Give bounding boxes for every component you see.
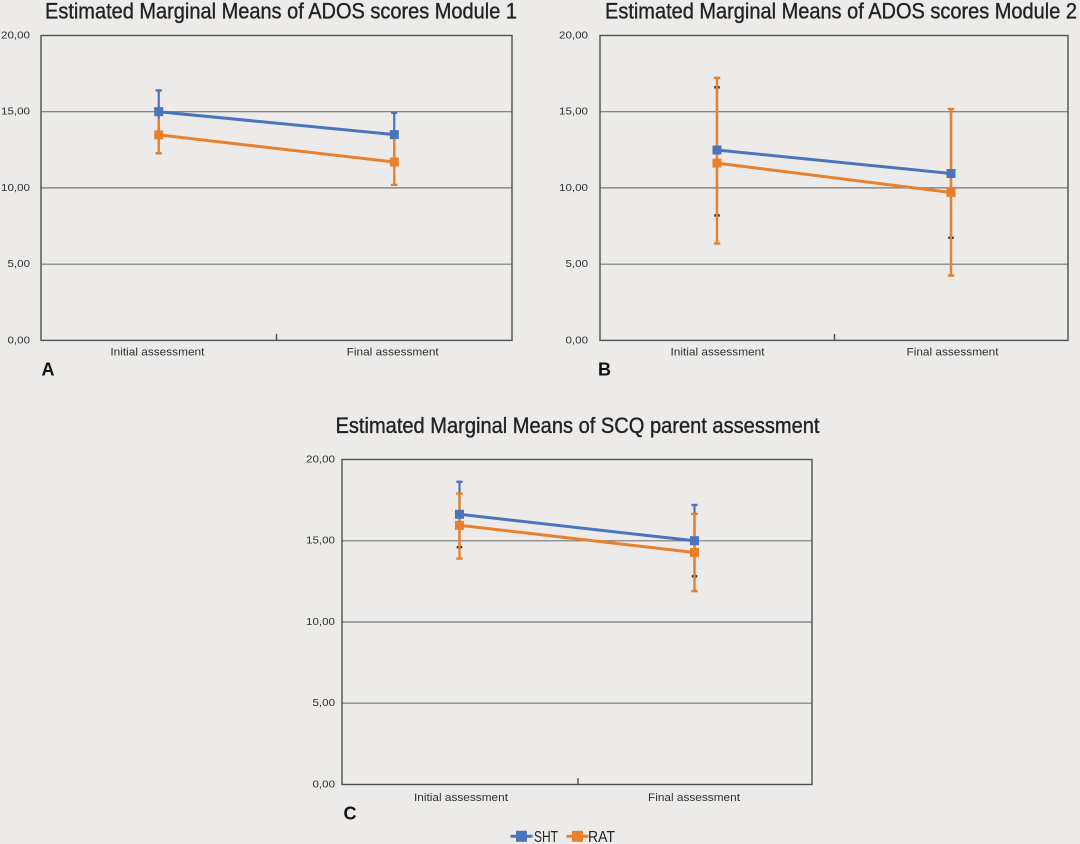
svg-text:Final assessment: Final assessment bbox=[648, 792, 740, 804]
svg-text:A: A bbox=[42, 360, 55, 380]
svg-text:Final assessment: Final assessment bbox=[347, 347, 439, 359]
svg-text:Initial assessment: Initial assessment bbox=[110, 347, 204, 359]
svg-text:Estimated Marginal Means of SC: Estimated Marginal Means of SCQ parent a… bbox=[336, 413, 820, 438]
svg-text:0,00: 0,00 bbox=[313, 778, 336, 790]
svg-text:15,00: 15,00 bbox=[306, 535, 335, 547]
svg-text:B: B bbox=[598, 360, 611, 380]
svg-text:SHT: SHT bbox=[534, 829, 558, 844]
svg-text:0,00: 0,00 bbox=[8, 334, 31, 346]
svg-text:5,00: 5,00 bbox=[8, 258, 31, 270]
svg-text:20,00: 20,00 bbox=[559, 29, 588, 41]
svg-text:10,00: 10,00 bbox=[1, 182, 30, 194]
svg-text:15,00: 15,00 bbox=[1, 106, 30, 118]
svg-text:0,00: 0,00 bbox=[566, 334, 589, 346]
svg-text:Estimated Marginal Means of AD: Estimated Marginal Means of ADOS scores … bbox=[45, 0, 517, 24]
svg-text:20,00: 20,00 bbox=[306, 453, 335, 465]
svg-text:Initial assessment: Initial assessment bbox=[414, 792, 508, 804]
svg-text:C: C bbox=[344, 804, 357, 824]
svg-text:15,00: 15,00 bbox=[559, 106, 588, 118]
svg-text:RAT: RAT bbox=[588, 829, 615, 844]
svg-text:Initial assessment: Initial assessment bbox=[671, 347, 765, 359]
svg-text:20,00: 20,00 bbox=[1, 29, 30, 41]
svg-text:Final assessment: Final assessment bbox=[907, 347, 999, 359]
svg-text:5,00: 5,00 bbox=[566, 258, 589, 270]
svg-text:Estimated Marginal Means of AD: Estimated Marginal Means of ADOS scores … bbox=[605, 0, 1077, 24]
svg-text:10,00: 10,00 bbox=[559, 182, 588, 194]
svg-text:5,00: 5,00 bbox=[313, 697, 336, 709]
svg-text:10,00: 10,00 bbox=[306, 616, 335, 628]
